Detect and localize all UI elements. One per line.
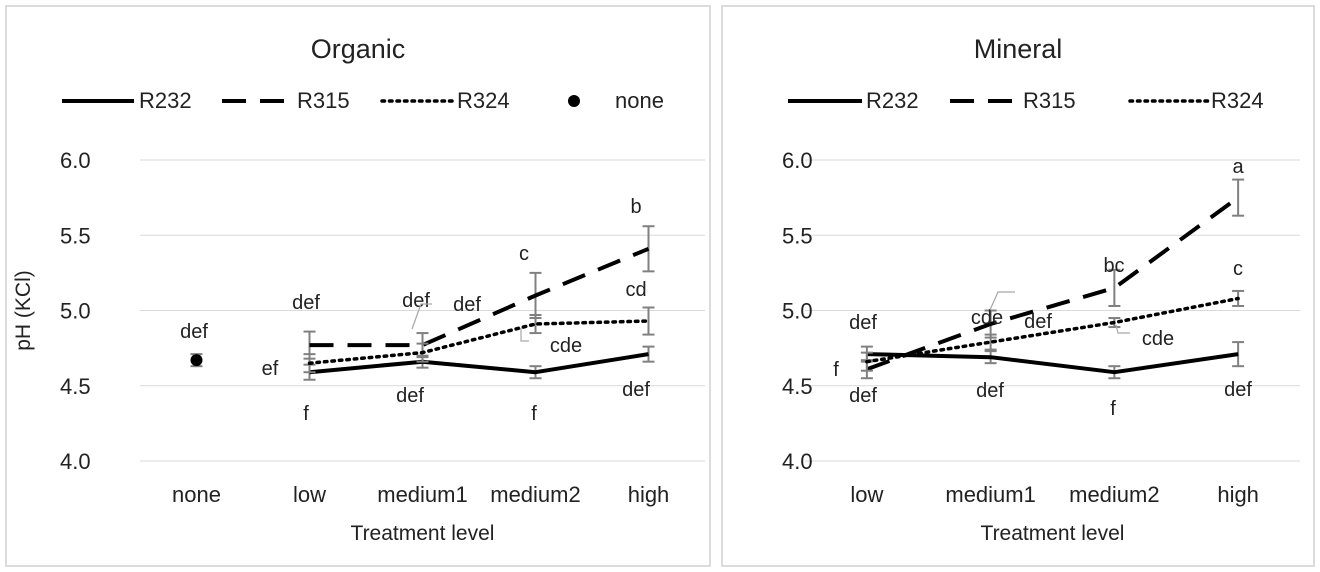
x-tick-label: medium1 — [945, 482, 1035, 507]
series-line — [309, 352, 649, 375]
legend-label: R324 — [1211, 88, 1264, 113]
significance-letter: ef — [262, 358, 279, 380]
legend-label: R232 — [866, 88, 919, 113]
y-tick-label: 4.0 — [782, 449, 813, 474]
significance-letter: def — [622, 379, 650, 401]
y-tick-label: 5.5 — [60, 223, 91, 248]
significance-letter: def — [396, 385, 424, 407]
legend-item-r315: R315 — [950, 88, 1076, 113]
chart-title: Mineral — [974, 34, 1063, 64]
error-bar — [1232, 341, 1245, 368]
error-bar — [984, 333, 997, 351]
significance-letter: def — [292, 292, 320, 314]
x-tick-label: low — [293, 482, 326, 507]
series-r232: def def f def — [849, 341, 1252, 420]
significance-letter: def — [849, 312, 877, 334]
series-line — [865, 296, 1240, 364]
significance-letter: f — [531, 403, 537, 425]
significance-letter: def — [180, 321, 208, 343]
x-tick-label: low — [850, 482, 883, 507]
series-line — [866, 195, 1240, 372]
significance-letter: f — [1110, 398, 1116, 420]
data-point — [190, 354, 203, 367]
y-tick-label: 5.0 — [782, 299, 813, 324]
series-line — [866, 352, 1239, 375]
series-line — [309, 246, 650, 348]
legend-marker — [568, 95, 580, 107]
y-tick-label: 4.5 — [782, 374, 813, 399]
error-bar — [529, 314, 542, 335]
significance-letter: cd — [625, 279, 646, 301]
error-bar — [642, 225, 655, 273]
y-tick-label: 5.5 — [782, 223, 813, 248]
legend-label: R315 — [1023, 88, 1076, 113]
significance-letter: cde — [971, 307, 1003, 329]
series-r315: f cde bc a — [833, 156, 1244, 381]
significance-letter: def — [1024, 311, 1052, 333]
x-tick-label: high — [1217, 482, 1259, 507]
significance-letter: def — [976, 380, 1004, 402]
significance-letter: c — [1233, 258, 1243, 280]
y-tick-label: 4.0 — [60, 449, 91, 474]
significance-letter: def — [402, 290, 430, 312]
legend-label: none — [615, 88, 664, 113]
series-r324: ef def cde cd — [262, 279, 655, 380]
y-axis-title: pH (KCl) — [12, 270, 35, 351]
significance-letter: f — [833, 359, 839, 381]
significance-letter: cde — [1142, 328, 1174, 350]
series-line — [307, 319, 651, 365]
significance-letter: f — [303, 403, 309, 425]
chart-panel-border — [721, 5, 1315, 567]
y-tick-label: 4.5 — [60, 374, 91, 399]
y-tick-label: 6.0 — [60, 148, 91, 173]
error-bar — [1232, 178, 1245, 217]
legend-item-r315: R315 — [222, 88, 350, 113]
legend-item-r232: R232 — [62, 88, 192, 113]
significance-letter: cde — [550, 335, 582, 357]
chart-panel-border — [5, 5, 711, 567]
series-r232: f def f def — [303, 345, 655, 425]
x-axis-title: Treatment level — [981, 522, 1125, 545]
label-leader-line — [1115, 324, 1130, 334]
y-tick-label: 5.0 — [60, 299, 91, 324]
legend-item-r324: R324 — [380, 88, 510, 113]
series-r315: def def c b — [292, 196, 655, 360]
chart-panel-2: Mineral R232 R315 R324 4.0 4.5 5.0 5.5 6.0 low med… — [721, 5, 1315, 567]
legend-item-none: none — [568, 88, 664, 113]
chart-title: Organic — [311, 34, 406, 64]
label-leader-line — [520, 328, 529, 342]
label-leader-line — [989, 291, 1015, 311]
x-tick-label: medium2 — [490, 482, 580, 507]
x-tick-label: medium2 — [1069, 482, 1159, 507]
significance-letter: bc — [1103, 255, 1124, 277]
chart-panel-1: Organic R232 R315 R324 none 4.0 4.5 5.0 5.5 6.0 no… — [5, 5, 711, 567]
significance-letter: def — [849, 385, 877, 407]
x-tick-label: high — [628, 482, 670, 507]
series-none: def — [180, 321, 208, 368]
label-leader-line — [411, 303, 432, 330]
significance-letter: def — [1224, 379, 1252, 401]
x-axis-title: Treatment level — [351, 522, 495, 545]
legend-label: R315 — [297, 88, 350, 113]
legend-item-r232: R232 — [788, 88, 919, 113]
significance-letter: b — [630, 196, 641, 218]
y-tick-label: 6.0 — [782, 148, 813, 173]
legend-label: R232 — [139, 88, 192, 113]
legend-item-r324: R324 — [1128, 88, 1264, 113]
x-tick-label: medium1 — [377, 482, 467, 507]
legend-label: R324 — [457, 88, 510, 113]
x-tick-label: none — [172, 482, 221, 507]
significance-letter: a — [1232, 156, 1244, 178]
error-bar — [1108, 268, 1121, 307]
error-bar — [642, 306, 655, 336]
significance-letter: c — [519, 243, 529, 265]
significance-letter: def — [453, 294, 481, 316]
